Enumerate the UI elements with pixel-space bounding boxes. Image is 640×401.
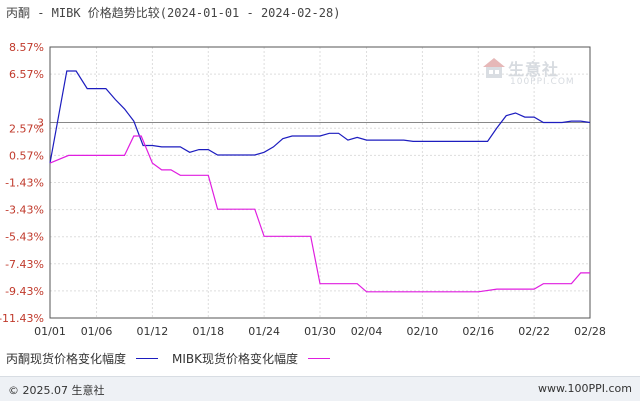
legend-label-mibk: MIBK现货价格变化幅度 [172,351,299,366]
y-tick-label: 8.57% [9,41,44,54]
legend-label-acetone: 丙酮现货价格变化幅度 [6,351,127,366]
chart-title: 丙酮 - MIBK 价格趋势比较(2024-01-01 - 2024-02-28… [6,6,341,20]
x-tick-label: 02/10 [407,325,439,338]
x-tick-label: 01/30 [304,325,336,338]
legend-swatch-acetone [136,357,159,359]
footer-copyright: © 2025.07 生意社 [8,384,105,397]
watermark-name: 生意社 [508,60,560,79]
y-tick-label: -5.43% [5,231,44,244]
legend-swatch-mibk [308,357,331,359]
x-tick-label: 01/12 [137,325,169,338]
y-tick-label: -9.43% [5,285,44,298]
plot-frame [49,46,591,319]
x-tick-label: 02/28 [574,325,606,338]
y-tick-label: -7.43% [5,258,44,271]
footer-site-link[interactable]: www.100PPI.com [538,382,632,395]
y-tick-label: -11.43% [0,312,44,325]
series-line-acetone [49,70,591,164]
x-tick-label: 02/04 [351,325,383,338]
legend-item-mibk: MIBK现货价格变化幅度 [172,350,331,367]
y-tick-label: 2.57% [9,122,44,135]
watermark-url: 100PPI.COM [510,77,575,87]
y-tick-label: -3.43% [5,204,44,217]
y-tick-label: -1.43% [5,177,44,190]
x-tick-label: 02/22 [518,325,550,338]
y-tick-label: 6.57% [9,68,44,81]
x-tick-label: 02/16 [462,325,494,338]
x-tick-label: 01/24 [248,325,280,338]
house-logo-icon [482,57,506,83]
y-tick-label: 0.57% [9,149,44,162]
x-tick-label: 01/06 [81,325,113,338]
x-tick-label: 01/18 [192,325,224,338]
price-trend-chart: 8.57% 6.57% 32.57% 0.57% -1.43% -3.43% -5.43% -… [0,41,606,338]
legend-item-acetone: 丙酮现货价格变化幅度 [6,350,159,367]
x-tick-label: 01/01 [34,325,66,338]
chart-legend: 丙酮现货价格变化幅度 MIBK现货价格变化幅度 [6,348,344,368]
footer-bar: © 2025.07 生意社 www.100PPI.com [0,376,640,401]
series-line-mibk [49,135,590,293]
y-tick-label: 3 [37,116,44,129]
